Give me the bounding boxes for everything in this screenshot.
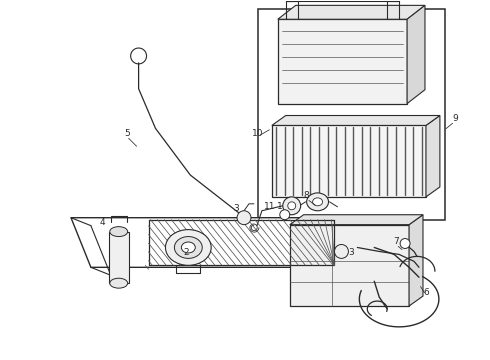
Ellipse shape (110, 278, 128, 288)
Circle shape (237, 211, 251, 225)
Polygon shape (278, 5, 425, 19)
Circle shape (335, 244, 348, 258)
Text: 8: 8 (304, 192, 310, 201)
Text: 11: 11 (264, 202, 275, 211)
Polygon shape (272, 116, 440, 125)
Text: 9: 9 (452, 114, 458, 123)
Bar (278, 19, 407, 104)
Ellipse shape (166, 230, 211, 265)
Polygon shape (290, 215, 423, 225)
Text: 3: 3 (348, 248, 354, 257)
Text: 3: 3 (233, 204, 239, 213)
Polygon shape (71, 218, 359, 267)
Text: 10: 10 (252, 129, 264, 138)
Polygon shape (409, 215, 423, 306)
Bar (109, 231, 129, 283)
Polygon shape (426, 116, 440, 197)
Bar (258, 9, 445, 220)
Polygon shape (407, 5, 425, 104)
Bar (272, 125, 426, 197)
Circle shape (400, 239, 410, 248)
Circle shape (280, 210, 290, 220)
Text: 1: 1 (277, 202, 283, 211)
Ellipse shape (181, 242, 196, 253)
Circle shape (283, 197, 301, 215)
Circle shape (288, 202, 295, 210)
Ellipse shape (174, 237, 202, 258)
Ellipse shape (313, 198, 322, 206)
Text: 5: 5 (124, 129, 129, 138)
Bar (290, 225, 409, 306)
Ellipse shape (110, 227, 128, 237)
Ellipse shape (307, 193, 328, 211)
Text: 7: 7 (393, 237, 399, 246)
Text: 6: 6 (423, 288, 429, 297)
Text: 4: 4 (100, 218, 106, 227)
Text: 2: 2 (184, 248, 189, 257)
